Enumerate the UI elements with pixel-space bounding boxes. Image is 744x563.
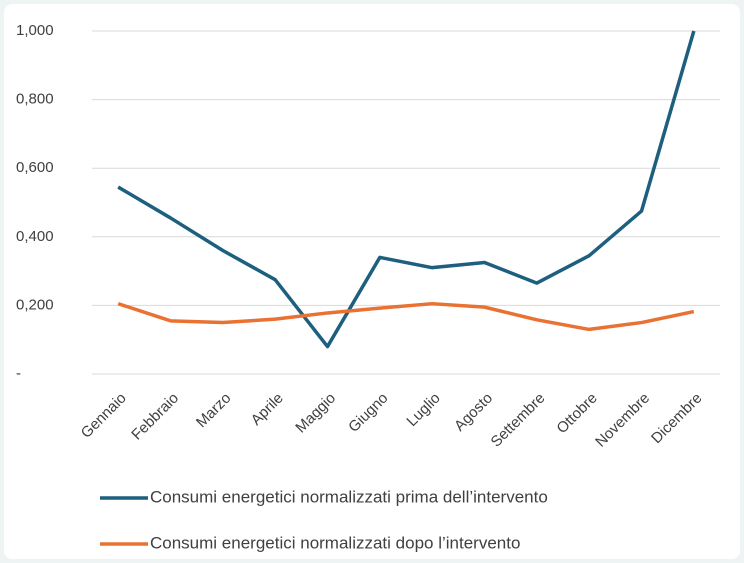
legend-label: Consumi energetici normalizzati prima de… <box>150 487 548 506</box>
legend-label: Consumi energetici normalizzati dopo l’i… <box>150 533 520 552</box>
y-tick-label: 1,000 <box>16 22 54 39</box>
y-tick-label: 0,200 <box>16 296 54 313</box>
y-tick-label: 0,400 <box>16 228 54 245</box>
series-line <box>117 30 696 349</box>
y-tick-label: - <box>16 365 21 382</box>
y-tick-label: 0,800 <box>16 91 54 108</box>
series-line <box>117 301 695 332</box>
chart-panel <box>4 4 740 559</box>
y-tick-label: 0,600 <box>16 159 54 176</box>
